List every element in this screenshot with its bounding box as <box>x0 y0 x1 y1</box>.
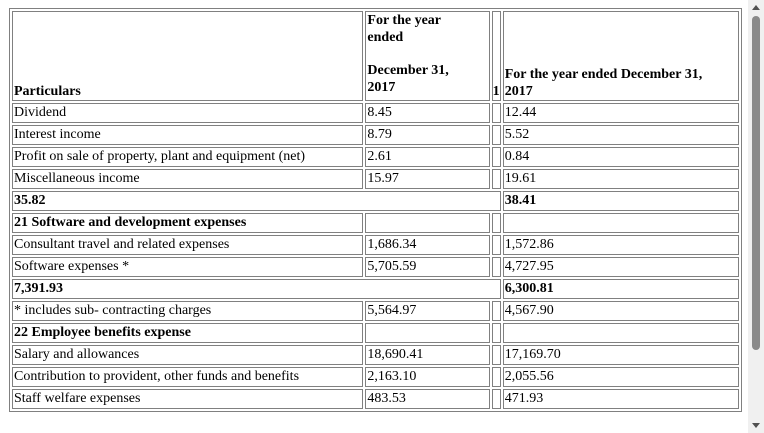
section-row: 22 Employee benefits expense <box>12 323 739 343</box>
row-separator <box>491 345 501 365</box>
row-separator <box>491 125 501 145</box>
row-value-2017: 1,686.34 <box>365 235 490 255</box>
header-year2-line1: For the year ended December 31, <box>504 67 703 82</box>
header-year2-line2: 2017 <box>504 84 533 99</box>
row-label: Miscellaneous income <box>12 169 364 189</box>
scroll-up-arrow-icon[interactable] <box>748 0 764 16</box>
section-heading: 22 Employee benefits expense <box>12 323 364 343</box>
table-row: Salary and allowances 18,690.41 17,169.7… <box>12 345 739 365</box>
row-value-2017: 5,705.59 <box>365 257 490 277</box>
header-year2: For the year ended December 31, 2017 <box>502 11 739 101</box>
row-value-2017b: 17,169.70 <box>502 345 739 365</box>
row-value-2017: 5,564.97 <box>365 301 490 321</box>
row-label: Salary and allowances <box>12 345 364 365</box>
total-value-2017b: 38.41 <box>502 191 739 211</box>
total-value-2017: 7,391.93 <box>12 279 501 299</box>
row-value-2017: 2,163.10 <box>365 367 490 387</box>
row-separator <box>491 103 501 123</box>
table-row: Miscellaneous income 15.97 19.61 <box>12 169 739 189</box>
header-row: Particulars For the year ended December … <box>12 11 739 101</box>
row-separator <box>491 147 501 167</box>
header-year1-line4: 2017 <box>367 80 396 95</box>
section-heading: 21 Software and development expenses <box>12 213 364 233</box>
table-row: Contribution to provident, other funds a… <box>12 367 739 387</box>
header-separator: 1 <box>491 11 501 101</box>
table-row: Profit on sale of property, plant and eq… <box>12 147 739 167</box>
vertical-scrollbar[interactable] <box>748 0 764 433</box>
row-label: Consultant travel and related expenses <box>12 235 364 255</box>
row-label: Dividend <box>12 103 364 123</box>
row-value-2017: 8.45 <box>365 103 490 123</box>
row-label: Interest income <box>12 125 364 145</box>
header-particulars: Particulars <box>12 11 364 101</box>
row-value-2017: 18,690.41 <box>365 345 490 365</box>
total-row: 35.82 38.41 <box>12 191 739 211</box>
row-value-2017b: 471.93 <box>502 389 739 409</box>
row-separator <box>491 257 501 277</box>
row-separator <box>491 301 501 321</box>
total-value-2017: 35.82 <box>12 191 501 211</box>
table-row: * includes sub- contracting charges 5,56… <box>12 301 739 321</box>
row-value-2017b: 4,567.90 <box>502 301 739 321</box>
row-value-2017b: 0.84 <box>502 147 739 167</box>
row-separator <box>491 367 501 387</box>
row-separator <box>491 389 501 409</box>
row-value-2017: 483.53 <box>365 389 490 409</box>
row-value-2017: 15.97 <box>365 169 490 189</box>
empty-cell <box>365 213 490 233</box>
total-value-2017b: 6,300.81 <box>502 279 739 299</box>
row-label: Profit on sale of property, plant and eq… <box>12 147 364 167</box>
header-year1: For the year ended December 31, 2017 <box>365 11 490 101</box>
empty-cell <box>502 323 739 343</box>
document-viewport: Particulars For the year ended December … <box>9 8 742 412</box>
row-value-2017b: 19.61 <box>502 169 739 189</box>
empty-cell <box>365 323 490 343</box>
row-separator <box>491 323 501 343</box>
scroll-down-arrow-icon[interactable] <box>748 417 764 433</box>
table-row: Dividend 8.45 12.44 <box>12 103 739 123</box>
row-value-2017: 2.61 <box>365 147 490 167</box>
table-row: Interest income 8.79 5.52 <box>12 125 739 145</box>
table-row: Consultant travel and related expenses 1… <box>12 235 739 255</box>
header-year1-line3: December 31, <box>367 63 449 78</box>
row-label: Contribution to provident, other funds a… <box>12 367 364 387</box>
row-value-2017b: 12.44 <box>502 103 739 123</box>
row-separator <box>491 235 501 255</box>
row-label: * includes sub- contracting charges <box>12 301 364 321</box>
table-row: Software expenses * 5,705.59 4,727.95 <box>12 257 739 277</box>
row-value-2017b: 4,727.95 <box>502 257 739 277</box>
total-row: 7,391.93 6,300.81 <box>12 279 739 299</box>
row-separator <box>491 169 501 189</box>
table-row: Staff welfare expenses 483.53 471.93 <box>12 389 739 409</box>
row-value-2017: 8.79 <box>365 125 490 145</box>
section-row: 21 Software and development expenses <box>12 213 739 233</box>
row-label: Staff welfare expenses <box>12 389 364 409</box>
empty-cell <box>502 213 739 233</box>
row-separator <box>491 213 501 233</box>
row-value-2017b: 1,572.86 <box>502 235 739 255</box>
header-year1-line1: For the year <box>367 13 442 28</box>
row-value-2017b: 2,055.56 <box>502 367 739 387</box>
scrollbar-thumb[interactable] <box>752 16 760 350</box>
header-year1-line2: ended <box>367 30 404 45</box>
row-value-2017b: 5.52 <box>502 125 739 145</box>
row-label: Software expenses * <box>12 257 364 277</box>
financial-table: Particulars For the year ended December … <box>9 8 742 412</box>
